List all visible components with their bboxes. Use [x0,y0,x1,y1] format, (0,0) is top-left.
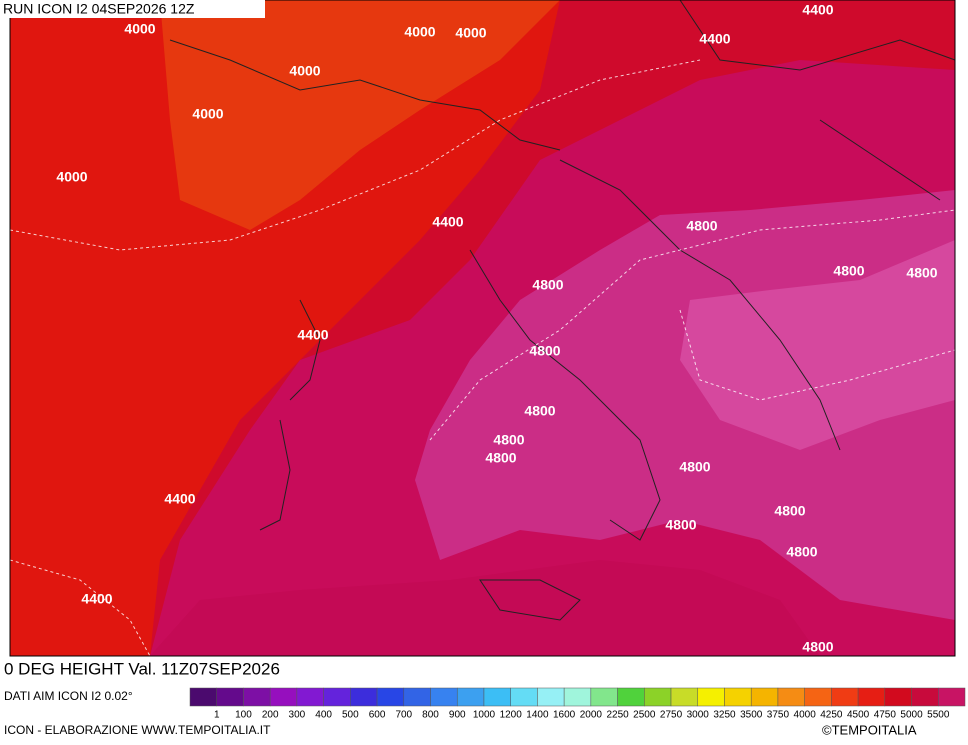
source-text: DATI AIM ICON I2 0.02° [4,689,133,703]
contour-label: 4800 [774,503,805,519]
contour-label: 4800 [493,432,524,448]
contour-label: 4000 [455,25,486,41]
legend-swatch [884,687,912,707]
legend-label: 2750 [660,710,683,721]
legend-label: 900 [449,710,466,721]
legend-swatch [644,687,672,707]
legend-swatch [777,687,805,707]
contour-label: 4400 [802,2,833,18]
legend-label: 1000 [473,710,496,721]
legend-swatch [243,687,271,707]
legend-swatch [216,687,244,707]
legend-swatch [456,687,485,707]
legend-swatch [537,687,565,707]
contour-label: 4800 [485,450,516,466]
legend-swatch [938,687,966,707]
contour-label: 4800 [833,263,864,279]
legend-label: 4000 [794,710,817,721]
legend-label: 200 [262,710,279,721]
legend-label: 700 [395,710,412,721]
legend-label: 600 [369,710,386,721]
contour-label: 4800 [786,544,817,560]
color-legend: 1 100 200 300 400 500 600 700 800 900 1000 1200 1400… [189,687,966,721]
contour-label: 4000 [404,24,435,40]
legend-label: 800 [422,710,439,721]
contour-label: 4800 [529,343,560,359]
legend-label: 500 [342,710,359,721]
legend-label: 3750 [767,710,790,721]
contour-label: 4800 [532,277,563,293]
contour-label: 4800 [906,265,937,281]
brand-text: ©TEMPOITALIA [822,722,917,737]
legend-swatch [323,687,351,707]
legend-label: 3000 [687,710,710,721]
legend-swatch [724,687,752,707]
contour-label: 4400 [699,31,730,47]
legend-swatch [563,687,592,707]
contour-label: 4000 [124,21,155,37]
legend-swatch [483,687,511,707]
legend-label: 2000 [580,710,603,721]
legend-swatch [697,687,725,707]
contour-label: 4000 [192,106,223,122]
header-title: RUN ICON I2 04SEP2026 12Z [3,1,195,17]
legend-swatch [510,687,538,707]
legend-label: 400 [315,710,332,721]
credit-text: ICON - ELABORAZIONE WWW.TEMPOITALIA.IT [4,723,271,737]
legend-label: 100 [235,710,252,721]
contour-label: 4400 [297,327,328,343]
contour-label: 4400 [81,591,112,607]
legend-swatch [376,687,405,707]
contour-label: 4000 [56,169,87,185]
legend-swatch [350,687,378,707]
contour-label: 4000 [289,63,320,79]
legend-label: 2500 [633,710,656,721]
header-box [0,0,265,18]
variable-box [0,657,413,683]
legend-swatch [857,687,886,707]
legend-label: 2250 [606,710,629,721]
contour-label: 4400 [164,491,195,507]
legend-swatch [590,687,618,707]
legend-swatch [617,687,645,707]
legend-swatch [189,687,217,707]
legend-label: 3500 [740,710,763,721]
legend-swatch [296,687,324,707]
legend-label: 5500 [927,710,950,721]
legend-label: 4500 [847,710,870,721]
contour-labels: 4400 4000 4000 4000 4400 4000 4000 4000 4400 4800… [56,2,937,655]
legend-swatch [804,687,832,707]
legend-label: 1200 [500,710,523,721]
legend-swatch [831,687,859,707]
legend-label: 4750 [874,710,897,721]
contour-label: 4800 [686,218,717,234]
legend-swatch [269,687,298,707]
legend-label: 3250 [713,710,736,721]
contour-label: 4400 [432,214,463,230]
contour-label: 4800 [802,639,833,655]
contour-label: 4800 [524,403,555,419]
legend-label: 1400 [526,710,549,721]
legend-swatch [750,687,779,707]
contour-label: 4800 [665,517,696,533]
legend-swatch [430,687,458,707]
legend-swatch [670,687,699,707]
map-background [9,0,956,657]
legend-label: 300 [289,710,306,721]
legend-label: 5000 [900,710,923,721]
legend-swatch [403,687,431,707]
legend-label: 4250 [820,710,843,721]
contour-label: 4800 [679,459,710,475]
legend-label: 1600 [553,710,576,721]
variable-title: 0 DEG HEIGHT Val. 11Z07SEP2026 [4,659,280,678]
legend-label: 1 [214,710,220,721]
legend-swatch [911,687,939,707]
